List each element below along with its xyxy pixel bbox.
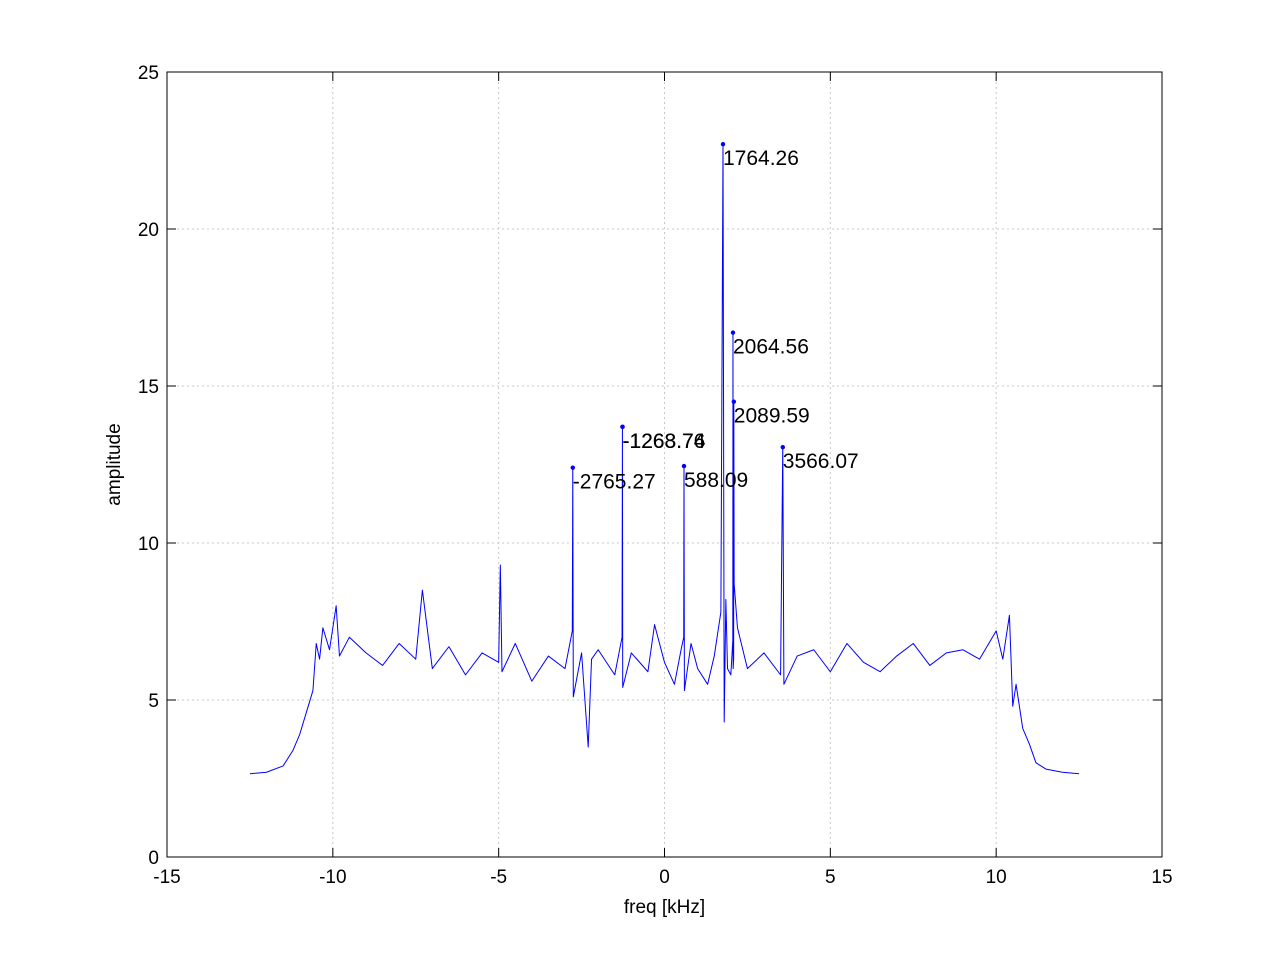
y-tick-label: 0 [148, 848, 159, 869]
peak-label: -1263.74 [623, 430, 706, 453]
y-axis-label: amplitude [104, 423, 125, 505]
x-tick-label: -5 [490, 867, 507, 888]
peak-marker [570, 465, 575, 470]
y-tick-label: 25 [138, 63, 159, 84]
y-tick-label: 5 [148, 691, 159, 712]
spectrum-series-line [249, 143, 1080, 775]
x-axis-label: freq [kHz] [624, 897, 705, 918]
peak-marker [780, 445, 785, 450]
peak-marker [620, 424, 625, 430]
peak-label: 2089.59 [734, 405, 810, 428]
peak-label: 588.09 [684, 469, 748, 492]
plot-frame [166, 71, 1163, 858]
peak-label: 3566.07 [783, 450, 859, 473]
peak-marker [730, 330, 736, 335]
y-tick-label: 20 [138, 220, 159, 241]
grid-lines [167, 72, 1162, 857]
peak-label: 1764.26 [723, 147, 799, 170]
peak-label: -2765.27 [573, 471, 656, 494]
x-tick-label: 15 [1151, 867, 1172, 888]
peak-marker [720, 142, 726, 147]
peak-label: -1268.76 [622, 430, 705, 453]
peak-marker [731, 399, 737, 404]
peak-markers: 1764.26 2064.56 2089.59 3566.07 -1268.76-126… [570, 142, 859, 494]
x-tick-label: 0 [659, 867, 670, 888]
peak-marker [681, 463, 687, 469]
x-tick-label: -15 [153, 867, 180, 888]
peak-label: 2064.56 [733, 336, 809, 359]
x-tick-label: 10 [986, 867, 1007, 888]
x-tick-label: -10 [319, 867, 346, 888]
series-layer [249, 143, 1080, 775]
y-tick-label: 15 [138, 377, 159, 398]
y-tick-label: 10 [138, 534, 159, 555]
x-tick-label: 5 [825, 867, 836, 888]
axis-ticks: -15 -10 -5 0 5 10 15 0 5 10 15 20 25 [138, 63, 1173, 888]
